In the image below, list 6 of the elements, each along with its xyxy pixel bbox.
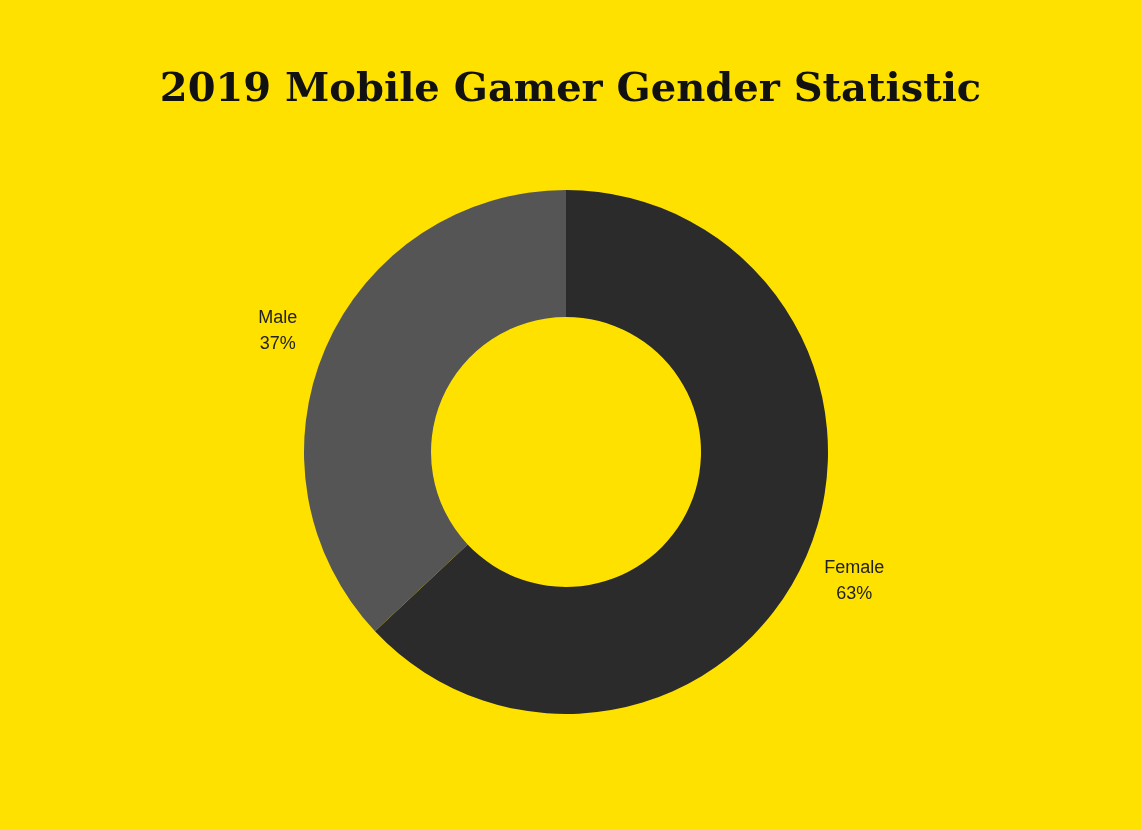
slice-label: Male (258, 307, 298, 328)
slice-label: Female (824, 556, 885, 577)
chart-title: 2019 Mobile Gamer Gender Statistic (159, 63, 982, 110)
data-label: 37% (259, 333, 296, 354)
data-label: 63% (836, 582, 873, 603)
donut-slice (304, 190, 566, 632)
